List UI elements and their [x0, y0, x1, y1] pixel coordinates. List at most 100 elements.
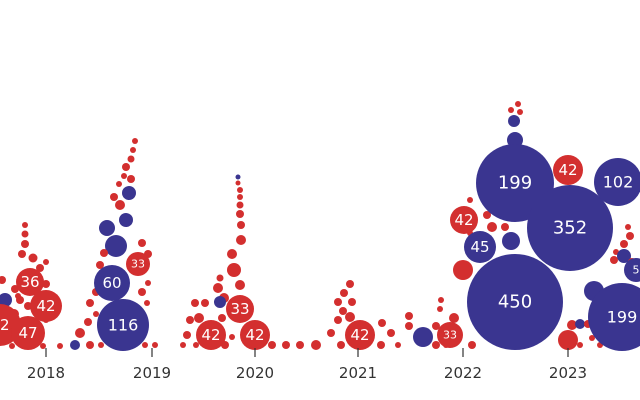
small-bubble	[218, 314, 226, 322]
small-bubble	[138, 239, 146, 247]
small-bubble	[468, 341, 476, 349]
bubble-red-42	[553, 155, 583, 185]
bubble-blue-199	[588, 283, 640, 351]
small-bubble	[0, 276, 6, 284]
small-bubble	[119, 213, 133, 227]
small-bubble	[122, 186, 136, 200]
small-bubble	[121, 173, 127, 179]
small-bubble	[86, 299, 94, 307]
small-bubble	[508, 115, 520, 127]
bubble-blue-5	[624, 258, 640, 282]
small-bubble	[194, 313, 204, 323]
bubble-label: 5	[633, 264, 640, 277]
bubble-label: 60	[102, 274, 121, 292]
bubble-label: 450	[498, 292, 532, 313]
small-bubble	[282, 341, 290, 349]
small-bubble	[127, 175, 135, 183]
small-bubble	[100, 249, 108, 257]
small-bubble	[186, 316, 194, 324]
small-bubble	[96, 261, 104, 269]
small-bubble	[191, 299, 199, 307]
bubble-blue-352	[527, 185, 613, 271]
small-bubble	[105, 235, 127, 257]
bubble-label: 42	[245, 326, 264, 344]
x-tick-label-2019: 2019	[133, 364, 171, 382]
small-bubble	[110, 193, 118, 201]
small-bubble	[70, 340, 80, 350]
small-bubble	[86, 341, 94, 349]
small-bubble	[236, 201, 244, 209]
small-bubble	[98, 342, 104, 348]
small-bubble	[483, 211, 491, 219]
small-bubble	[183, 331, 191, 339]
small-bubble	[449, 313, 459, 323]
small-bubble	[138, 288, 146, 296]
small-bubble	[235, 174, 241, 180]
small-bubble	[626, 232, 634, 240]
small-bubble	[515, 101, 521, 107]
x-tick-label-2021: 2021	[339, 364, 377, 382]
small-bubble	[237, 187, 243, 193]
small-bubble	[216, 274, 224, 282]
small-bubble	[122, 163, 130, 171]
small-bubble	[346, 280, 354, 288]
small-bubble	[227, 249, 237, 259]
small-bubble	[40, 343, 46, 349]
labeled-bubbles-layer: 42 47 42 36 60 33 116 42 33 42 42 33 42 45 199 450 42 352…	[0, 144, 640, 351]
small-bubble	[340, 289, 348, 297]
bubble-red-33	[226, 295, 254, 323]
small-bubble	[236, 210, 244, 218]
x-tick-label-2018: 2018	[27, 364, 65, 382]
small-bubble	[235, 180, 241, 186]
small-bubble	[577, 342, 583, 348]
small-bubble	[337, 341, 345, 349]
small-bubble	[575, 319, 585, 329]
bubble-red-33	[126, 252, 150, 276]
small-bubble	[229, 334, 235, 340]
small-bubble	[24, 302, 32, 310]
bubble-blue-116	[97, 299, 149, 351]
small-bubble	[93, 311, 99, 317]
small-bubble	[214, 296, 226, 308]
small-bubble	[193, 342, 199, 348]
x-tick-label-2022: 2022	[444, 364, 482, 382]
small-bubble	[610, 256, 618, 264]
small-bubble	[345, 312, 355, 322]
small-bubble	[487, 222, 497, 232]
bubble-label: 33	[443, 329, 457, 342]
bubble-label: 42	[0, 316, 10, 334]
bubble-blue-199	[476, 144, 554, 222]
small-bubble	[142, 342, 148, 348]
small-bubble	[145, 280, 151, 286]
small-bubble	[21, 230, 29, 238]
small-bubble	[9, 343, 15, 349]
small-bubble	[43, 259, 49, 265]
bubble-blue-45	[464, 231, 496, 263]
small-bubble	[296, 341, 304, 349]
small-bubble	[558, 330, 578, 350]
small-bubble	[180, 342, 186, 348]
small-bubble	[237, 194, 243, 200]
small-bubble	[567, 320, 577, 330]
small-bubble	[152, 342, 158, 348]
bubble-label: 36	[20, 273, 39, 291]
small-bubble	[502, 232, 520, 250]
small-bubble	[75, 328, 85, 338]
bubble-label: 42	[36, 297, 55, 315]
bubble-label: 42	[454, 211, 473, 229]
bubble-label: 33	[230, 300, 249, 318]
bubble-red-42	[240, 320, 270, 350]
small-bubble	[130, 147, 136, 153]
x-tick-label-2023: 2023	[549, 364, 587, 382]
small-bubble	[453, 260, 473, 280]
small-bubble	[144, 300, 150, 306]
small-bubble	[508, 107, 514, 113]
bubble-red-33	[437, 322, 463, 348]
small-bubble	[617, 249, 631, 263]
small-bubble	[387, 329, 395, 337]
small-bubble	[438, 297, 444, 303]
small-bubble	[334, 298, 342, 306]
small-bubble	[589, 335, 595, 341]
small-bubble	[405, 312, 413, 320]
